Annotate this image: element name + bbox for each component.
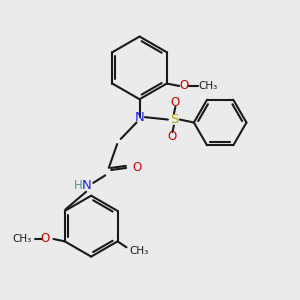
Text: O: O [40, 232, 50, 245]
Text: N: N [135, 111, 144, 124]
Text: CH₃: CH₃ [198, 81, 218, 91]
Text: O: O [180, 79, 189, 92]
Text: S: S [170, 113, 178, 126]
Text: CH₃: CH₃ [12, 234, 32, 244]
Text: O: O [171, 96, 180, 109]
Text: CH₃: CH₃ [130, 246, 149, 256]
Text: N: N [82, 179, 92, 192]
Text: H: H [74, 179, 83, 192]
Text: O: O [132, 161, 141, 174]
Text: O: O [168, 130, 177, 143]
